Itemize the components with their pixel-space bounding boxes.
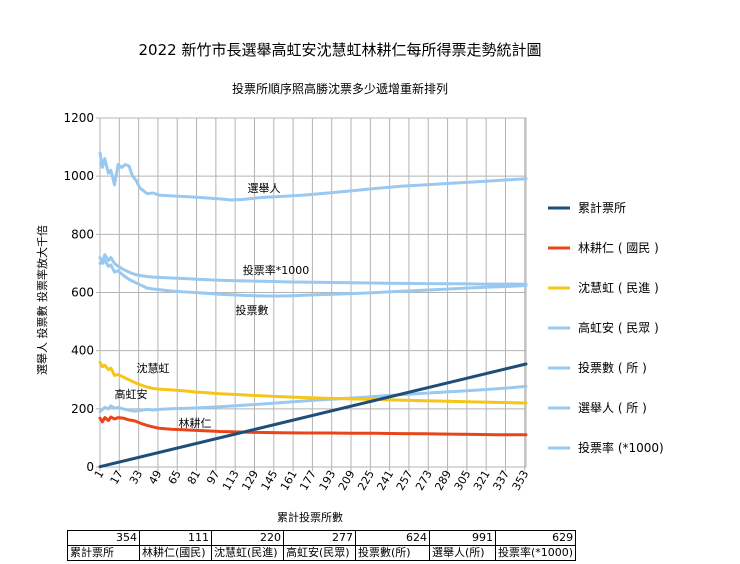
summary-value: 220 bbox=[211, 530, 284, 546]
y-axis-label: 選舉人 投票數 投票率放大千倍 bbox=[35, 225, 49, 375]
summary-header: 累計票所 bbox=[67, 545, 140, 561]
series-annotation: 投票數 bbox=[236, 303, 269, 317]
series-annotation: 沈慧虹 bbox=[137, 361, 170, 375]
y-tick-label: 200 bbox=[71, 402, 94, 416]
summary-header: 選舉人(所) bbox=[429, 545, 496, 561]
summary-header: 投票率(*1000) bbox=[494, 545, 577, 561]
legend-entry: 高虹安 ( 民眾 ) bbox=[578, 320, 659, 335]
x-axis-label: 累計投票所數 bbox=[277, 510, 343, 524]
series-line bbox=[98, 384, 528, 414]
x-tick-label: 33 bbox=[127, 468, 145, 487]
y-tick-label: 400 bbox=[71, 344, 94, 358]
x-tick-label: 257 bbox=[394, 468, 416, 493]
series-lines bbox=[98, 151, 528, 469]
summary-table: 354 111 220 277 624 991 629 累計票所 林耕仁(國民)… bbox=[67, 530, 577, 561]
series-line bbox=[98, 415, 528, 437]
x-tick-label: 81 bbox=[185, 468, 203, 487]
x-axis-ticks: 1 17 33 49 65 81 97113129145161177193209225241… bbox=[92, 468, 532, 493]
x-tick-label: 353 bbox=[510, 468, 532, 493]
series-line bbox=[98, 151, 528, 202]
x-tick-label: 321 bbox=[471, 468, 493, 493]
x-tick-label: 49 bbox=[146, 468, 164, 487]
x-tick-label: 17 bbox=[108, 468, 126, 487]
legend-entry: 投票數 ( 所 ) bbox=[578, 360, 647, 375]
y-tick-label: 600 bbox=[71, 286, 94, 300]
x-tick-label: 177 bbox=[297, 468, 319, 493]
line-chart: 2022 新竹市長選舉高虹安沈慧虹林耕仁每所得票走勢統計圖 投票所順序照高勝沈票… bbox=[35, 41, 664, 524]
series-line bbox=[98, 362, 528, 469]
y-tick-label: 0 bbox=[86, 460, 94, 474]
y-tick-label: 1200 bbox=[63, 111, 94, 125]
summary-values-row: 354 111 220 277 624 991 629 bbox=[67, 530, 577, 546]
y-tick-label: 800 bbox=[71, 227, 94, 241]
x-tick-label: 65 bbox=[166, 468, 184, 487]
x-tick-label: 241 bbox=[374, 468, 396, 493]
series-line bbox=[98, 256, 528, 298]
x-tick-label: 225 bbox=[355, 468, 377, 493]
x-tick-label: 305 bbox=[452, 468, 474, 493]
summary-value: 624 bbox=[355, 530, 430, 546]
chart-title: 2022 新竹市長選舉高虹安沈慧虹林耕仁每所得票走勢統計圖 bbox=[139, 41, 542, 59]
series-annotation: 投票率*1000 bbox=[243, 263, 310, 277]
summary-value: 629 bbox=[494, 530, 577, 546]
legend-entry: 累計票所 bbox=[578, 200, 626, 215]
summary-header: 林耕仁(國民) bbox=[139, 545, 212, 561]
summary-value: 111 bbox=[139, 530, 212, 546]
summary-header: 投票數(所) bbox=[355, 545, 430, 561]
legend-entry: 選舉人 ( 所 ) bbox=[578, 401, 647, 415]
summary-header: 高虹安(民眾) bbox=[283, 545, 356, 561]
series-annotation: 林耕仁 bbox=[179, 416, 212, 430]
y-tick-label: 1000 bbox=[63, 169, 94, 183]
x-tick-label: 337 bbox=[490, 468, 512, 493]
x-tick-label: 273 bbox=[413, 468, 435, 493]
series-line bbox=[98, 253, 528, 286]
series-annotation: 選舉人 bbox=[248, 182, 281, 195]
legend-entry: 沈慧虹 ( 民進 ) bbox=[578, 280, 659, 295]
x-tick-label: 97 bbox=[204, 468, 222, 487]
x-tick-label: 145 bbox=[259, 468, 281, 493]
summary-value: 354 bbox=[67, 530, 140, 546]
legend-entry: 林耕仁 ( 國民 ) bbox=[578, 240, 659, 255]
x-tick-label: 129 bbox=[239, 468, 261, 493]
x-tick-label: 1 bbox=[92, 468, 107, 481]
series-annotation: 高虹安 bbox=[115, 387, 148, 401]
summary-value: 991 bbox=[429, 530, 496, 546]
summary-header: 沈慧虹(民進) bbox=[211, 545, 284, 561]
series-line bbox=[98, 360, 528, 405]
x-tick-label: 289 bbox=[432, 468, 454, 493]
legend-entry: 投票率 (*1000) bbox=[578, 440, 664, 455]
x-tick-label: 209 bbox=[336, 468, 358, 493]
y-axis-ticks: 0 200 400 600 800 1000 1200 bbox=[63, 111, 94, 474]
x-tick-label: 161 bbox=[278, 468, 300, 493]
chart-subtitle: 投票所順序照高勝沈票多少遞增重新排列 bbox=[232, 81, 448, 96]
summary-headers-row: 累計票所 林耕仁(國民) 沈慧虹(民進) 高虹安(民眾) 投票數(所) 選舉人(… bbox=[67, 545, 577, 561]
x-tick-label: 193 bbox=[317, 468, 339, 493]
summary-value: 277 bbox=[283, 530, 356, 546]
x-tick-label: 113 bbox=[220, 468, 242, 493]
